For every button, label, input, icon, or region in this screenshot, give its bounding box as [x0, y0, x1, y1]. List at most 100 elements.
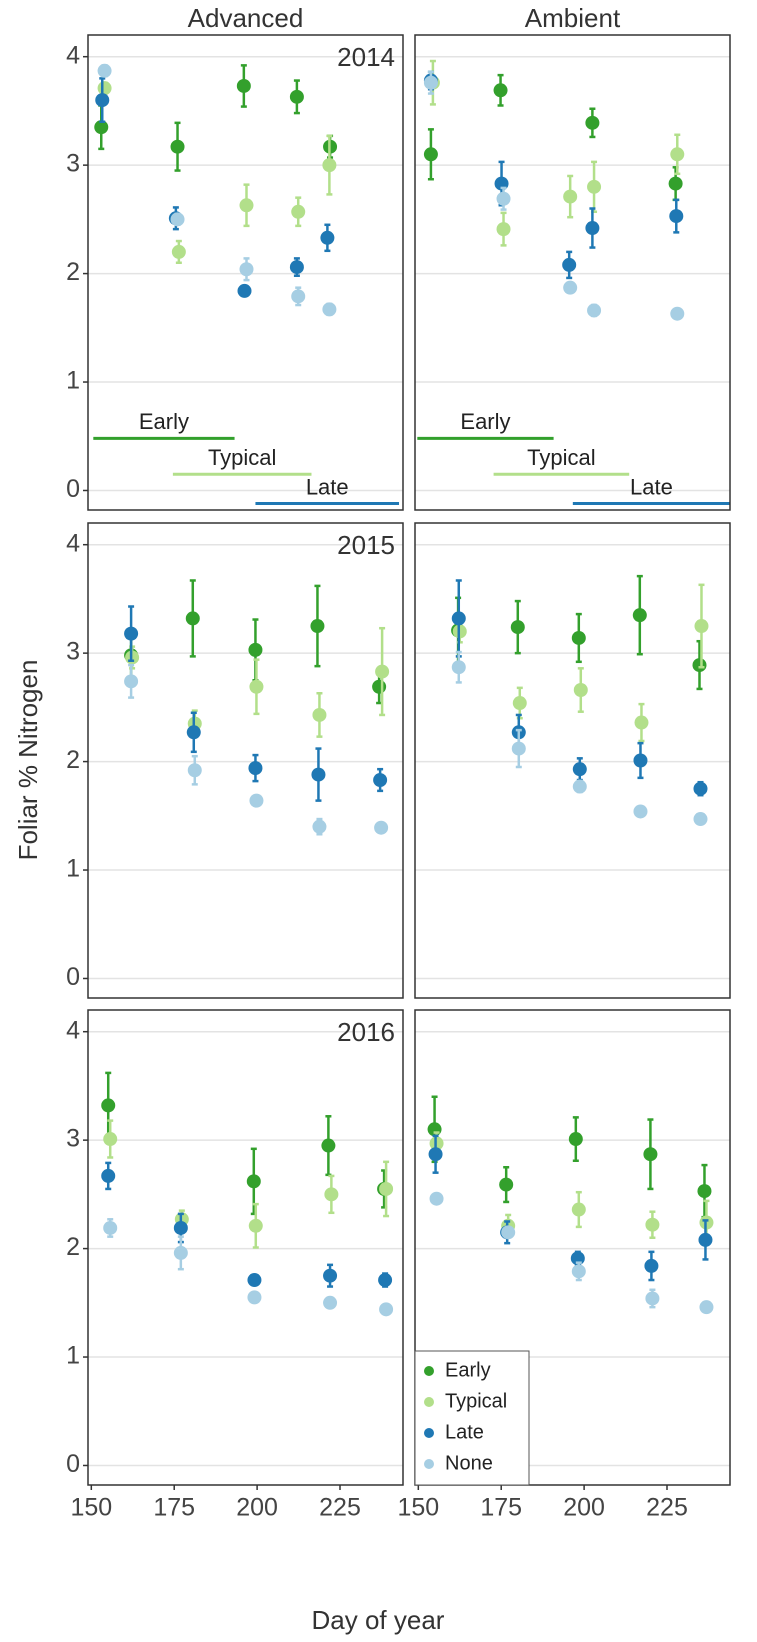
point: [573, 683, 588, 698]
point: [310, 619, 325, 634]
point: [247, 1273, 262, 1288]
x-tick-label: 150: [70, 1494, 112, 1522]
y-tick-label: 4: [66, 529, 80, 557]
facet-title: Advanced: [188, 3, 304, 33]
y-tick-label: 1: [66, 855, 80, 883]
panel-year: 2015: [337, 530, 395, 560]
y-tick-label: 2: [66, 258, 80, 286]
point: [185, 611, 200, 626]
legend-marker: [424, 1428, 434, 1438]
x-tick-label: 225: [646, 1494, 688, 1522]
panel: [415, 523, 730, 998]
point: [634, 715, 649, 730]
y-tick-label: 1: [66, 367, 80, 395]
point: [97, 81, 112, 96]
point: [511, 741, 526, 756]
phenology-label: Typical: [527, 445, 595, 470]
point: [248, 1218, 263, 1233]
y-tick-label: 3: [66, 150, 80, 178]
phenology-label: Early: [139, 409, 189, 434]
panel-border: [414, 1009, 731, 1486]
point: [321, 1138, 336, 1153]
point: [173, 1220, 188, 1235]
point: [572, 762, 587, 777]
panel-border: [414, 34, 731, 511]
panel-border: [414, 522, 731, 999]
legend-label: Late: [445, 1421, 484, 1443]
point: [427, 1122, 442, 1137]
point: [499, 1177, 514, 1192]
point: [423, 75, 438, 90]
point: [374, 820, 389, 835]
point: [311, 767, 326, 782]
legend-marker: [424, 1366, 434, 1376]
point: [698, 1232, 713, 1247]
point: [571, 1264, 586, 1279]
point: [668, 176, 683, 191]
phenology-label: Typical: [208, 445, 276, 470]
y-tick-label: 4: [66, 41, 80, 69]
point: [323, 1295, 338, 1310]
phenology-label: Early: [460, 409, 510, 434]
point: [645, 1291, 660, 1306]
point: [510, 620, 525, 635]
point: [312, 707, 327, 722]
point: [697, 1184, 712, 1199]
panel-background: [415, 35, 730, 510]
point: [246, 1174, 261, 1189]
point: [171, 244, 186, 259]
panel-border: [87, 34, 404, 511]
x-tick-label: 200: [563, 1494, 605, 1522]
point: [633, 753, 648, 768]
point: [568, 1132, 583, 1147]
point: [312, 819, 327, 834]
panel-border: [87, 1009, 404, 1486]
point: [694, 619, 709, 634]
point: [94, 120, 109, 135]
point: [187, 763, 202, 778]
point: [669, 209, 684, 224]
point: [170, 139, 185, 154]
point: [97, 63, 112, 78]
y-tick-label: 0: [66, 963, 80, 991]
point: [103, 1132, 118, 1147]
point: [291, 289, 306, 304]
y-tick-label: 3: [66, 1125, 80, 1153]
legend-label: Early: [445, 1359, 491, 1381]
point: [451, 611, 466, 626]
point: [670, 306, 685, 321]
panel-year: 2016: [337, 1017, 395, 1047]
panel-background: [88, 523, 403, 998]
panel-year: 2014: [337, 42, 395, 72]
panel: [88, 523, 403, 998]
x-tick-label: 200: [236, 1494, 278, 1522]
point: [633, 804, 648, 819]
point: [289, 260, 304, 275]
point: [563, 280, 578, 295]
phenology-label: Late: [630, 474, 673, 499]
x-axis-label: Day of year: [312, 1605, 445, 1635]
point: [239, 262, 254, 277]
point: [124, 626, 139, 641]
point: [644, 1258, 659, 1273]
point: [379, 1302, 394, 1317]
point: [186, 725, 201, 740]
panel-background: [415, 523, 730, 998]
point: [101, 1168, 116, 1183]
point: [173, 1245, 188, 1260]
point: [643, 1147, 658, 1162]
y-tick-label: 1: [66, 1342, 80, 1370]
legend-label: Typical: [445, 1390, 507, 1412]
point: [101, 1098, 116, 1113]
point: [571, 1202, 586, 1217]
panel: Early Typical Late: [415, 35, 730, 510]
y-tick-label: 2: [66, 1233, 80, 1261]
point: [320, 230, 335, 245]
point: [496, 191, 511, 206]
x-tick-label: 150: [397, 1494, 439, 1522]
phenology-label: Late: [306, 474, 349, 499]
point: [451, 660, 466, 675]
panel-background: [88, 1010, 403, 1485]
point: [249, 679, 264, 694]
y-tick-label: 3: [66, 638, 80, 666]
